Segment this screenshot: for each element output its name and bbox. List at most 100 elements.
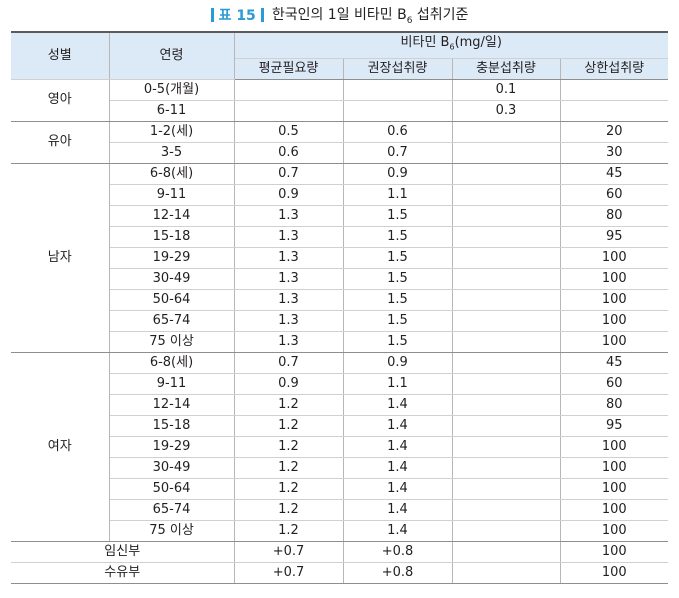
value-cell: 80 — [560, 394, 668, 416]
value-cell: 100 — [560, 499, 668, 521]
table-row: 9-11 0.9 1.1 60 — [11, 184, 668, 206]
value-cell: 20 — [560, 121, 668, 143]
value-cell — [452, 352, 561, 374]
value-cell: 1.2 — [234, 520, 344, 542]
value-cell: 0.9 — [234, 184, 344, 206]
age-cell: 9-11 — [109, 184, 235, 206]
value-cell: 1.5 — [343, 289, 453, 311]
value-cell: 1.4 — [343, 394, 453, 416]
value-cell: 1.3 — [234, 331, 344, 353]
age-cell: 6-11 — [109, 100, 235, 122]
value-cell — [343, 79, 453, 101]
age-cell: 15-18 — [109, 415, 235, 437]
age-cell: 19-29 — [109, 436, 235, 458]
table-row: 3-5 0.6 0.7 30 — [11, 142, 668, 164]
table-row: 75 이상 1.2 1.4 100 — [11, 520, 668, 542]
value-cell — [452, 163, 561, 185]
age-cell: 3-5 — [109, 142, 235, 164]
value-cell: 100 — [560, 310, 668, 332]
header-ai: 충분섭취량 — [452, 58, 561, 80]
value-cell: 1.5 — [343, 268, 453, 290]
value-cell: 1.2 — [234, 415, 344, 437]
age-cell: 12-14 — [109, 394, 235, 416]
table-row: 임신부 +0.7 +0.8 100 — [11, 541, 668, 563]
header-gender: 성별 — [11, 32, 110, 80]
table-title-main: 한국인의 1일 비타민 B — [271, 7, 407, 24]
value-cell — [234, 79, 344, 101]
table-row: 남자 6-8(세) 0.7 0.9 45 — [11, 163, 668, 353]
value-cell: 1.5 — [343, 247, 453, 269]
value-cell: 1.5 — [343, 310, 453, 332]
value-cell: 100 — [560, 478, 668, 500]
value-cell: 80 — [560, 205, 668, 227]
value-cell: 1.2 — [234, 394, 344, 416]
value-cell: +0.8 — [343, 562, 453, 584]
value-cell: +0.7 — [234, 541, 344, 563]
value-cell: +0.7 — [234, 562, 344, 584]
header-ear: 평균필요량 — [234, 58, 344, 80]
table-body: 영아 0-5(개월) 0.1 6-11 0.3 유아 1-2(세) 0.5 0.6 20 3-5 0.… — [11, 79, 668, 584]
age-cell: 12-14 — [109, 205, 235, 227]
table-row: 9-11 0.9 1.1 60 — [11, 373, 668, 395]
value-cell: 100 — [560, 541, 668, 563]
value-cell: 100 — [560, 457, 668, 479]
table-row: 65-74 1.2 1.4 100 — [11, 499, 668, 521]
value-cell — [452, 562, 561, 584]
age-cell: 6-8(세) — [109, 352, 235, 374]
age-cell: 50-64 — [109, 478, 235, 500]
value-cell: 0.9 — [234, 373, 344, 395]
value-cell — [452, 436, 561, 458]
value-cell: 95 — [560, 415, 668, 437]
value-cell — [452, 226, 561, 248]
gender-group-cell: 여자 — [11, 352, 110, 542]
value-cell — [452, 373, 561, 395]
value-cell: 95 — [560, 226, 668, 248]
value-cell — [343, 100, 453, 122]
value-cell: 0.7 — [234, 163, 344, 185]
value-cell: 1.2 — [234, 478, 344, 500]
value-cell — [452, 205, 561, 227]
age-cell: 75 이상 — [109, 331, 235, 353]
table-row: 12-14 1.2 1.4 80 — [11, 394, 668, 416]
value-cell: 1.1 — [343, 373, 453, 395]
table-row: 15-18 1.3 1.5 95 — [11, 226, 668, 248]
value-cell — [560, 79, 668, 101]
table-row: 50-64 1.2 1.4 100 — [11, 478, 668, 500]
value-cell: 1.4 — [343, 436, 453, 458]
age-cell: 19-29 — [109, 247, 235, 269]
table-row: 50-64 1.3 1.5 100 — [11, 289, 668, 311]
value-cell: 30 — [560, 142, 668, 164]
table-title-tail: 섭취기준 — [412, 7, 469, 24]
vitamin-b6-table: 성별 연령 비타민 B6(mg/일) 평균필요량 권장섭취량 충분섭취량 상한섭… — [11, 31, 668, 584]
value-cell: 0.7 — [343, 142, 453, 164]
value-cell — [452, 457, 561, 479]
value-cell — [452, 268, 561, 290]
value-cell — [452, 478, 561, 500]
header-ul: 상한섭취량 — [560, 58, 668, 80]
value-cell: 1.3 — [234, 310, 344, 332]
value-cell — [452, 289, 561, 311]
age-cell: 9-11 — [109, 373, 235, 395]
value-cell — [452, 184, 561, 206]
table-number: 표 15 — [218, 8, 256, 24]
value-cell — [452, 331, 561, 353]
gender-group-cell: 영아 — [11, 79, 110, 122]
age-cell: 75 이상 — [109, 520, 235, 542]
value-cell: 1.4 — [343, 457, 453, 479]
caption-bar-right — [260, 8, 264, 22]
table-row: 15-18 1.2 1.4 95 — [11, 415, 668, 437]
header-rni: 권장섭취량 — [343, 58, 453, 80]
age-cell: 30-49 — [109, 268, 235, 290]
header-group-label: 비타민 B — [400, 35, 450, 50]
table-row: 여자 6-8(세) 0.7 0.9 45 — [11, 352, 668, 542]
age-cell: 50-64 — [109, 289, 235, 311]
value-cell — [452, 247, 561, 269]
header-age: 연령 — [109, 32, 235, 80]
value-cell: 1.2 — [234, 457, 344, 479]
value-cell: 100 — [560, 268, 668, 290]
value-cell: 1.5 — [343, 205, 453, 227]
value-cell — [234, 100, 344, 122]
value-cell: 45 — [560, 352, 668, 374]
age-cell: 30-49 — [109, 457, 235, 479]
special-group-cell: 임신부 — [11, 541, 235, 563]
